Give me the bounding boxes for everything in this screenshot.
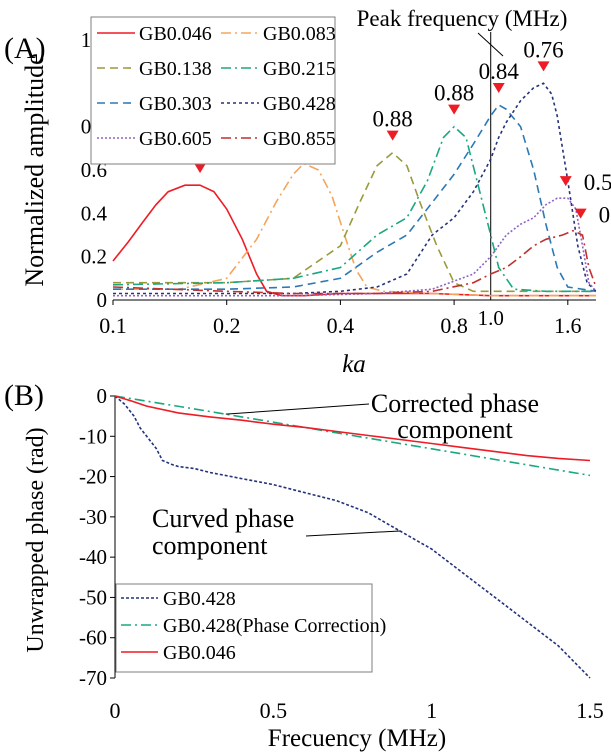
series-line-gb0-605	[113, 197, 597, 297]
peak-marker-gb0-303	[492, 83, 505, 93]
x-tick-label-a: 1.6	[554, 313, 582, 338]
annotation-leader-a	[477, 32, 504, 57]
peak-marker-gb0-215	[448, 104, 461, 115]
legend-frame-b	[115, 583, 373, 673]
panel-b: 0 0.5 1 1.5 0 -10 -20 -30 -40 -50 -60 -70 (B) Unwrapp…	[4, 379, 604, 752]
annotation-curved-line2: component	[152, 531, 268, 560]
legend-label-gb0-083: GB0.083	[263, 23, 336, 45]
annotation-corrected-line2: component	[397, 415, 513, 444]
peak-label-gb0-138: 0.88	[373, 107, 413, 132]
x-tick-label-a: 0.8	[440, 313, 468, 338]
annotation-corrected-line1: Corrected phase	[371, 389, 539, 418]
legend-label-gb0-138: GB0.138	[139, 58, 212, 80]
peak-marker-gb0-855	[574, 208, 587, 219]
series-line-b-gb0-428	[114, 395, 591, 679]
annotation-peak-frequency: Peak frequency (MHz)	[357, 6, 568, 31]
panel-a: 0.10.20.40.81.600.20.40.60.811.2(A)Norma…	[4, 6, 611, 378]
y-tick-label-b: -10	[79, 424, 107, 448]
peak-label-gb0-855: 0.46	[599, 203, 611, 228]
legend-label-gb0-605: GB0.605	[139, 128, 212, 150]
annotation-curved-line1: Curved phase	[152, 504, 294, 533]
x-tick-label-a: 0.1	[99, 313, 127, 338]
peak-label-gb0-303: 0.84	[479, 59, 520, 84]
x-tick-label-a: 0.4	[327, 313, 355, 338]
y-tick-label-b: -70	[79, 666, 107, 690]
series-line-b-gb0-046	[114, 395, 591, 462]
x-tick-label-b: 1	[426, 698, 437, 723]
peak-label-gb0-215: 0.88	[434, 81, 474, 106]
peak-label-gb0-605: 0.59	[584, 170, 611, 195]
peak-marker-gb0-138	[386, 130, 399, 141]
y-tick-label-a: 0.4	[81, 201, 108, 225]
series-line-gb0-046	[112, 184, 596, 297]
series-line-gb0-215	[112, 125, 596, 293]
legend-label-gb0-215: GB0.215	[263, 58, 336, 80]
y-tick-label-b: -50	[79, 585, 107, 609]
y-tick-label-a: 0	[97, 288, 108, 312]
panel-label-b: (B)	[4, 379, 44, 412]
series-line-gb0-083	[113, 162, 596, 297]
legend-label-gb0-303: GB0.303	[139, 93, 212, 115]
legend-label-gb0-855: GB0.855	[263, 128, 336, 150]
legend-label-gb0-046: GB0.046	[139, 23, 212, 45]
x-axis-title-b: Frecuency (MHz)	[268, 725, 446, 752]
vline-label-a: 1.0	[478, 306, 504, 330]
y-tick-label-b: -30	[79, 505, 107, 529]
series-line-gb0-428	[113, 82, 597, 295]
y-axis-title-b: Unwrapped phase (rad)	[23, 427, 49, 652]
y-tick-label-b: 0	[97, 384, 108, 408]
legend-label-b-gb0-428: GB0.428	[163, 588, 236, 610]
legend-label-b-gb0-428-phase-correction: GB0.428(Phase Correction)	[163, 615, 386, 637]
peak-label-gb0-428: 0.76	[523, 37, 563, 62]
peak-marker-gb0-605	[559, 176, 572, 187]
annotation-curved-leader	[305, 530, 401, 537]
legend-a: GB0.046 GB0.083 GB0.138 GB0.215 GB0.303 GB0.4…	[90, 16, 336, 165]
legend-label-gb0-428: GB0.428	[263, 93, 336, 115]
legend-b: GB0.428 GB0.428(Phase Correction) GB0.046	[115, 583, 386, 673]
y-tick-label-a: 0.2	[81, 245, 107, 269]
y-tick-label-b: -40	[79, 545, 107, 569]
x-tick-label-b: 1.5	[576, 698, 604, 723]
legend-label-b-gb0-046: GB0.046	[163, 642, 236, 664]
y-tick-label-b: -20	[79, 465, 107, 489]
x-axis-title-a: ka	[342, 351, 366, 378]
x-tick-label-b: 0	[110, 698, 121, 723]
annotation-corrected-leader	[225, 403, 370, 415]
peak-marker-gb0-046	[194, 163, 207, 174]
x-tick-label-b: 0.5	[260, 698, 288, 723]
y-tick-label-b: -60	[79, 626, 107, 650]
x-tick-label-a: 0.2	[213, 313, 241, 338]
series-line-gb0-138	[113, 151, 596, 293]
series-line-b-gb0-428-phase-correction	[114, 395, 591, 477]
panel-label-a: (A)	[4, 32, 46, 65]
legend-frame-a	[90, 16, 336, 165]
series-line-gb0-855	[112, 229, 597, 295]
y-axis-title-a: Normalized amplitude	[20, 53, 49, 286]
peak-marker-gb0-428	[537, 61, 550, 72]
